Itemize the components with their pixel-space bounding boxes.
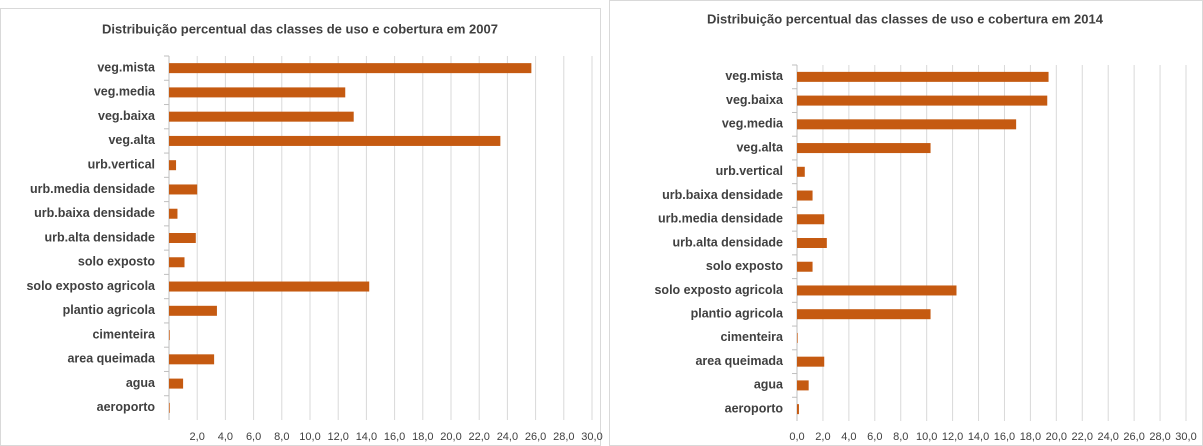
- bar: [169, 87, 346, 98]
- x-tick-label: 10,0: [299, 431, 320, 443]
- bar: [797, 309, 931, 320]
- x-tick-label: 24,0: [1097, 431, 1118, 443]
- category-label: solo exposto: [78, 255, 155, 269]
- x-tick-label: 26,0: [525, 431, 546, 443]
- category-label: solo exposto: [706, 259, 783, 273]
- bar: [797, 404, 799, 415]
- x-tick-label: 16,0: [384, 431, 405, 443]
- category-label: veg.baixa: [98, 109, 156, 123]
- category-label: urb.alta densidade: [673, 235, 783, 249]
- x-tick-label: 4,0: [218, 431, 233, 443]
- chart-title: Distribuição percentual das classes de u…: [102, 21, 498, 36]
- bar: [169, 281, 370, 292]
- category-label: urb.alta densidade: [45, 230, 155, 244]
- bar: [169, 378, 184, 389]
- x-tick-label: 18,0: [412, 431, 433, 443]
- bar: [169, 160, 177, 171]
- bar: [797, 332, 798, 343]
- category-label: veg.media: [94, 85, 156, 99]
- bar: [797, 71, 1049, 82]
- panel-border: [0, 8, 601, 446]
- category-label: agua: [754, 378, 784, 392]
- x-tick-label: 12,0: [942, 431, 963, 443]
- category-label: veg.alta: [108, 133, 156, 147]
- category-label: plantio agricola: [691, 306, 784, 320]
- bar: [169, 257, 185, 268]
- x-tick-label: 30,0: [581, 431, 602, 443]
- bar: [169, 184, 198, 195]
- x-tick-label: 18,0: [1020, 431, 1041, 443]
- bar: [797, 238, 827, 248]
- x-tick-label: 28,0: [1149, 431, 1170, 443]
- category-label: plantio agricola: [63, 303, 156, 317]
- bar: [169, 208, 178, 219]
- bar: [797, 190, 813, 201]
- category-label: urb.baixa densidade: [34, 206, 155, 220]
- category-label: veg.mista: [725, 69, 784, 83]
- category-label: aeroporto: [725, 401, 784, 415]
- bar: [169, 111, 354, 122]
- category-label: urb.vertical: [716, 164, 783, 178]
- x-tick-label: 24,0: [497, 431, 518, 443]
- category-label: veg.media: [722, 117, 784, 131]
- category-label: aeroporto: [97, 400, 156, 414]
- bar: [169, 135, 501, 146]
- category-label: solo exposto agricola: [26, 279, 156, 293]
- x-tick-label: 12,0: [327, 431, 348, 443]
- bar: [797, 143, 931, 154]
- bar: [797, 214, 825, 225]
- x-tick-label: 28,0: [553, 431, 574, 443]
- x-tick-label: 20,0: [1046, 431, 1067, 443]
- category-label: urb.media densidade: [30, 182, 155, 196]
- bar: [797, 285, 957, 296]
- bar: [169, 330, 170, 341]
- x-tick-label: 4,0: [841, 431, 856, 443]
- x-tick-label: 16,0: [994, 431, 1015, 443]
- bar: [797, 261, 813, 272]
- x-tick-label: 10,0: [916, 431, 937, 443]
- x-tick-label: 6,0: [246, 431, 261, 443]
- category-label: urb.vertical: [88, 157, 155, 171]
- x-tick-label: 26,0: [1123, 431, 1144, 443]
- x-tick-label: 22,0: [1072, 431, 1093, 443]
- category-label: area queimada: [695, 354, 784, 368]
- x-tick-label: 14,0: [968, 431, 989, 443]
- bar: [169, 305, 217, 316]
- category-label: solo exposto agricola: [654, 283, 784, 297]
- category-label: agua: [126, 376, 156, 390]
- category-label: veg.baixa: [726, 93, 784, 107]
- x-tick-label: 8,0: [274, 431, 289, 443]
- x-tick-label: 8,0: [893, 431, 908, 443]
- category-label: urb.media densidade: [658, 212, 783, 226]
- x-tick-label: 6,0: [867, 431, 882, 443]
- x-tick-label: 0,0: [789, 431, 804, 443]
- category-label: area queimada: [67, 352, 156, 366]
- x-tick-label: 14,0: [356, 431, 377, 443]
- x-tick-label: 2,0: [815, 431, 830, 443]
- bar: [169, 233, 196, 243]
- category-label: veg.alta: [736, 140, 784, 154]
- category-label: veg.mista: [97, 60, 156, 74]
- chart-title: Distribuição percentual das classes de u…: [707, 11, 1104, 26]
- bar: [169, 63, 532, 74]
- x-tick-label: 2,0: [190, 431, 205, 443]
- category-label: cimenteira: [92, 327, 156, 341]
- category-label: cimenteira: [720, 330, 784, 344]
- bar: [797, 119, 1017, 130]
- x-tick-label: 30,0: [1175, 431, 1196, 443]
- bar: [797, 356, 825, 367]
- bar: [169, 402, 170, 413]
- x-tick-label: 20,0: [440, 431, 461, 443]
- x-tick-label: 22,0: [468, 431, 489, 443]
- bar: [797, 166, 805, 177]
- bar: [169, 354, 215, 365]
- bar: [797, 380, 809, 391]
- bar: [797, 95, 1048, 106]
- category-label: urb.baixa densidade: [662, 188, 783, 202]
